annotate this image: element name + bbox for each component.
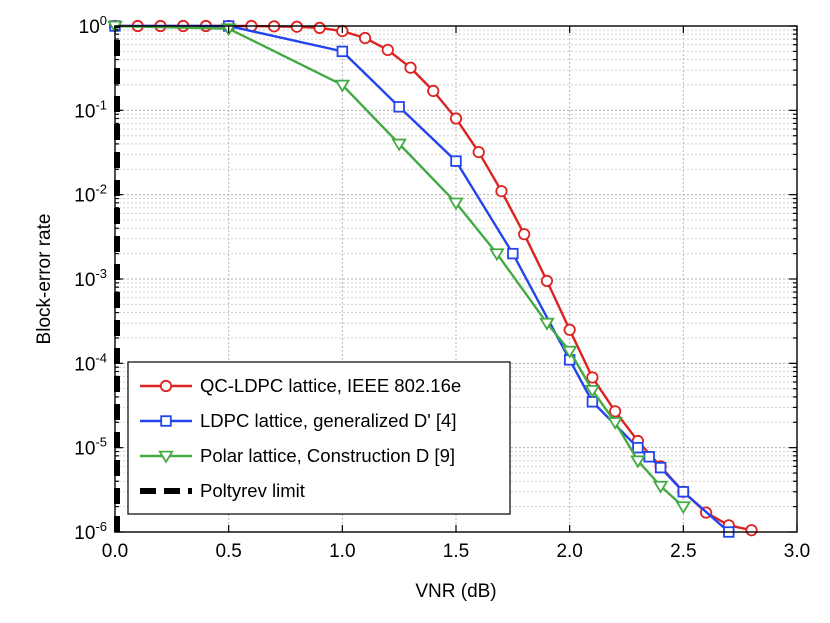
data-point [450,155,462,167]
data-point [632,441,644,454]
y-tick-label: 10-2 [74,182,107,207]
legend-item: QC-LDPC lattice, IEEE 802.16e [140,375,461,396]
x-axis-label: VNR (dB) [415,581,496,602]
data-point [290,20,303,33]
y-axis-label: Block-error rate [34,214,55,345]
x-tick-label: 2.0 [556,541,582,562]
legend-item: Poltyrev limit [140,480,305,501]
axis-ticks [114,25,798,533]
data-point [472,145,485,159]
data-point [391,138,407,152]
data-point [404,61,417,74]
data-point [586,396,599,408]
data-point [334,79,351,93]
data-point [584,384,601,398]
legend-label: QC-LDPC lattice, IEEE 802.16e [200,375,461,396]
y-tick-label: 100 [79,13,107,38]
data-point [563,323,576,336]
data-point [654,461,667,474]
data-point [643,451,655,463]
data-point [540,274,554,287]
legend-marker [160,415,172,427]
x-tick-label: 1.0 [329,541,355,562]
legend-marker [159,379,173,393]
data-point [675,501,692,515]
legend: QC-LDPC lattice, IEEE 802.16e LDPC lattic… [127,361,511,515]
data-point [652,480,669,494]
x-tick-labels: 0.0 0.5 1.0 1.5 2.0 2.5 3.0 [102,541,810,562]
y-tick-label: 10-1 [74,97,107,122]
x-tick-label: 1.5 [443,541,469,562]
data-point [561,345,578,359]
data-point [607,417,623,430]
legend-item: LDPC lattice, generalized D' [4] [140,410,457,431]
x-tick-label: 2.5 [670,541,696,562]
data-point [518,228,531,241]
y-tick-label: 10-5 [74,435,107,460]
data-point [609,405,622,418]
y-tick-label: 10-4 [74,350,107,375]
legend-label: LDPC lattice, generalized D' [4] [200,410,457,431]
data-point [313,21,326,34]
x-tick-label: 0.0 [102,541,128,562]
data-point [381,43,394,57]
data-point [539,317,555,331]
x-tick-label: 3.0 [784,541,810,562]
data-point [336,45,349,58]
data-point [448,197,464,211]
data-point [495,185,508,198]
data-point [745,524,758,537]
x-tick-label: 0.5 [215,541,241,562]
data-point [507,247,519,260]
data-point [586,371,599,384]
data-point [489,248,505,262]
y-tick-labels: 100 10-1 10-2 10-3 10-4 10-5 10-6 [74,13,107,544]
data-point [630,455,646,469]
series-2 [107,20,692,515]
data-point [449,112,463,125]
legend-label: Poltyrev limit [200,480,305,501]
legend-item: Polar lattice, Construction D [9] [140,445,455,466]
data-point [677,486,690,498]
data-point [427,84,440,97]
data-point [393,101,405,113]
legend-marker [158,450,174,464]
y-tick-label: 10-6 [74,519,107,544]
y-tick-label: 10-3 [74,266,107,291]
legend-label: Polar lattice, Construction D [9] [200,445,455,466]
data-point [358,31,372,45]
